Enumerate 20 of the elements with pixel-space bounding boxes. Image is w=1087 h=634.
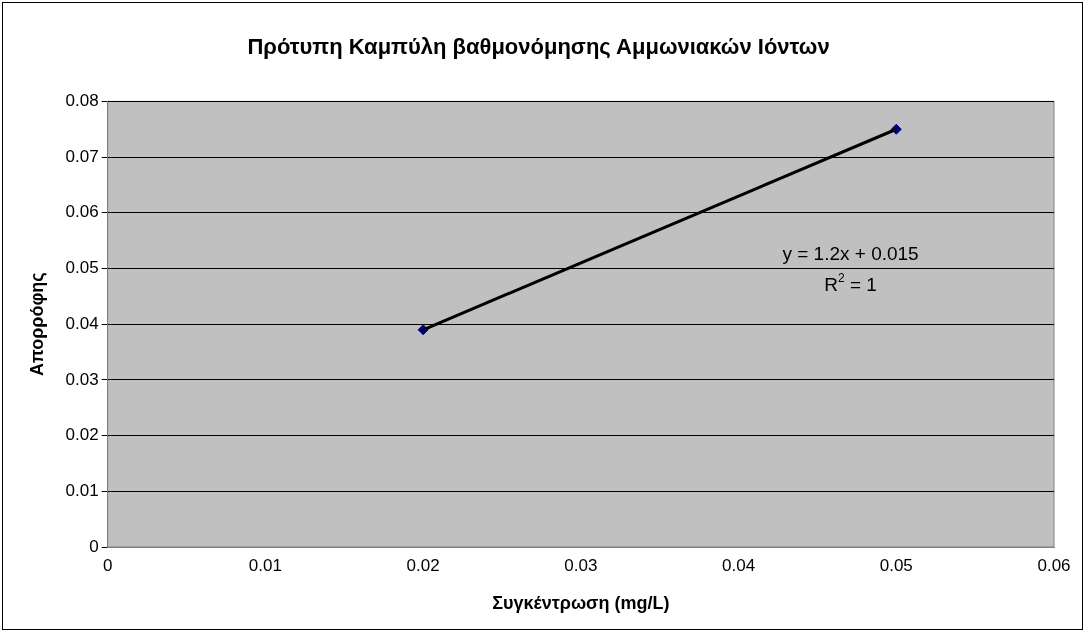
x-tick-label: 0.01 <box>248 555 282 575</box>
x-tick-label: 0.03 <box>564 555 598 575</box>
y-tick-label: 0.04 <box>65 313 99 333</box>
x-tick-label: 0 <box>102 555 113 575</box>
y-tick-label: 0.05 <box>65 258 99 278</box>
y-tick-label: 0.08 <box>65 91 99 111</box>
y-axis-title: Απορρόφης <box>26 272 47 377</box>
x-axis-title: Συγκέντρωση (mg/L) <box>492 593 670 614</box>
y-tick-label: 0 <box>89 536 99 556</box>
y-tick-label: 0.01 <box>65 480 99 500</box>
x-tick-label: 0.05 <box>879 555 913 575</box>
y-tick-label: 0.07 <box>65 146 99 166</box>
chart-title: Πρότυπη Καμπύλη βαθμονόμησης Αμμωνιακών Ιόντων <box>247 34 830 60</box>
y-tick-label: 0.03 <box>65 369 99 389</box>
x-tick-label: 0.04 <box>722 555 756 575</box>
annotation: y = 1.2x + 0.015 <box>782 242 919 264</box>
x-tick-label: 0.06 <box>1037 555 1071 575</box>
y-tick-label: 0.06 <box>65 202 99 222</box>
y-tick-label: 0.02 <box>65 425 99 445</box>
x-tick-label: 0.02 <box>406 555 440 575</box>
